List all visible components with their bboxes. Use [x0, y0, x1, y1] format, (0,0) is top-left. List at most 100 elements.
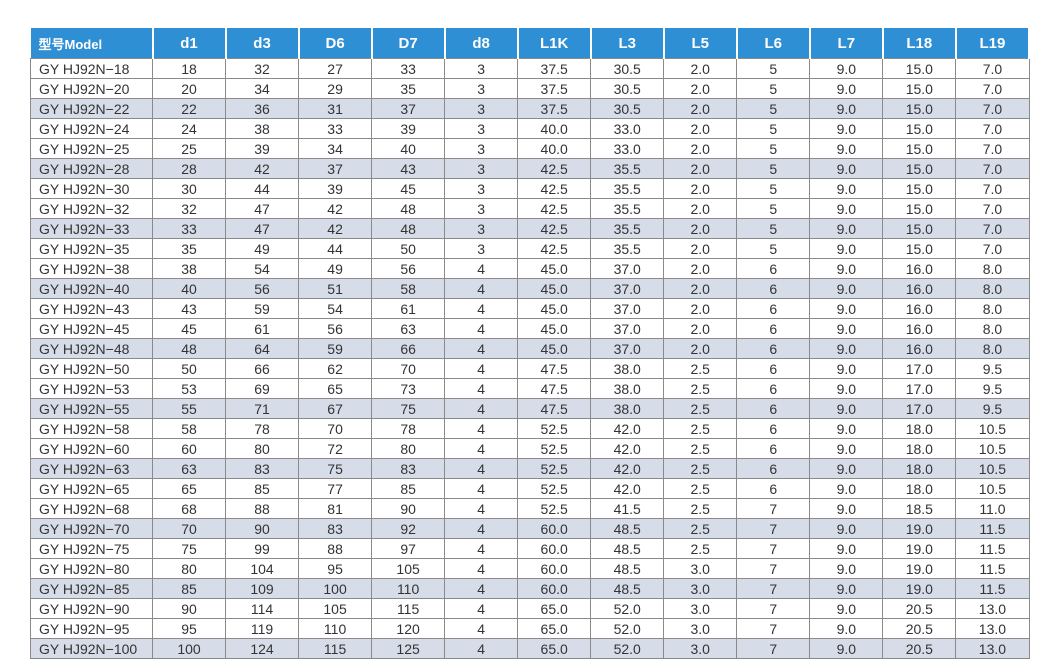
value-cell: 7.0 [955, 118, 1030, 139]
value-cell: 11.5 [955, 578, 1030, 599]
value-cell: 5 [736, 158, 811, 179]
value-cell: 90 [371, 498, 446, 519]
value-cell: 43 [371, 158, 446, 179]
value-cell: 5 [736, 218, 811, 239]
model-cell: GY HJ92N−100 [30, 638, 153, 659]
value-cell: 15.0 [882, 218, 957, 239]
value-cell: 11.5 [955, 518, 1030, 539]
value-cell: 50 [371, 238, 446, 259]
value-cell: 85 [371, 478, 446, 499]
value-cell: 40.0 [517, 138, 592, 159]
table-row: GY HJ92N−28 28 42 37 43 3 42.5 35.5 2.0 5 9.0 15.0 7… [30, 158, 1030, 179]
value-cell: 61 [371, 298, 446, 319]
value-cell: 4 [444, 438, 519, 459]
value-cell: 9.0 [809, 118, 884, 139]
value-cell: 4 [444, 478, 519, 499]
value-cell: 3.0 [663, 578, 738, 599]
value-cell: 42.0 [590, 458, 665, 479]
value-cell: 3.0 [663, 558, 738, 579]
value-cell: 9.0 [809, 478, 884, 499]
value-cell: 64 [225, 338, 300, 359]
value-cell: 62 [298, 358, 373, 379]
value-cell: 70 [371, 358, 446, 379]
header-cell: D7 [371, 28, 446, 59]
value-cell: 88 [225, 498, 300, 519]
value-cell: 48.5 [590, 518, 665, 539]
value-cell: 7.0 [955, 158, 1030, 179]
value-cell: 4 [444, 298, 519, 319]
value-cell: 41.5 [590, 498, 665, 519]
value-cell: 4 [444, 358, 519, 379]
value-cell: 19.0 [882, 538, 957, 559]
value-cell: 115 [298, 638, 373, 659]
value-cell: 2.0 [663, 318, 738, 339]
value-cell: 37.0 [590, 278, 665, 299]
value-cell: 7 [736, 598, 811, 619]
value-cell: 105 [371, 558, 446, 579]
value-cell: 100 [298, 578, 373, 599]
value-cell: 33 [371, 58, 446, 79]
value-cell: 4 [444, 558, 519, 579]
value-cell: 9.0 [809, 418, 884, 439]
value-cell: 2.0 [663, 98, 738, 119]
value-cell: 9.0 [809, 398, 884, 419]
value-cell: 16.0 [882, 318, 957, 339]
value-cell: 5 [736, 98, 811, 119]
value-cell: 60.0 [517, 518, 592, 539]
value-cell: 110 [298, 618, 373, 639]
value-cell: 3 [444, 158, 519, 179]
value-cell: 9.0 [809, 338, 884, 359]
header-row: 型号Model d1 d3 D6 D7 d8 L1K L3 L5 L6 L7 L18 L19 [30, 28, 1031, 59]
value-cell: 60.0 [517, 578, 592, 599]
value-cell: 42.0 [590, 418, 665, 439]
value-cell: 9.0 [809, 598, 884, 619]
value-cell: 9.0 [809, 218, 884, 239]
value-cell: 52.5 [517, 438, 592, 459]
value-cell: 7 [736, 638, 811, 659]
value-cell: 8.0 [955, 278, 1030, 299]
header-cell: L6 [736, 28, 811, 59]
value-cell: 9.5 [955, 358, 1030, 379]
value-cell: 3 [444, 118, 519, 139]
value-cell: 9.0 [809, 78, 884, 99]
value-cell: 33.0 [590, 118, 665, 139]
value-cell: 32 [151, 198, 227, 219]
value-cell: 9.0 [809, 558, 884, 579]
value-cell: 68 [151, 498, 227, 519]
header-cell: d8 [444, 28, 519, 59]
value-cell: 6 [736, 298, 811, 319]
value-cell: 114 [225, 598, 300, 619]
value-cell: 39 [225, 138, 300, 159]
value-cell: 9.0 [809, 258, 884, 279]
value-cell: 17.0 [882, 378, 957, 399]
value-cell: 9.0 [809, 518, 884, 539]
value-cell: 40 [151, 278, 227, 299]
value-cell: 30.5 [590, 78, 665, 99]
model-cell: GY HJ92N−75 [30, 538, 153, 559]
table-row: GY HJ92N−43 43 59 54 61 4 45.0 37.0 2.0 6 9.0 16.0 8… [30, 298, 1030, 319]
value-cell: 9.0 [809, 438, 884, 459]
table-row: GY HJ92N−70 70 90 83 92 4 60.0 48.5 2.5 7 9.0 19.0 1… [30, 518, 1030, 539]
value-cell: 10.5 [955, 438, 1030, 459]
value-cell: 2.0 [663, 238, 738, 259]
value-cell: 52.0 [590, 638, 665, 659]
table-row: GY HJ92N−45 45 61 56 63 4 45.0 37.0 2.0 6 9.0 16.0 8… [30, 318, 1030, 339]
value-cell: 105 [298, 598, 373, 619]
value-cell: 4 [444, 338, 519, 359]
value-cell: 56 [371, 258, 446, 279]
value-cell: 2.5 [663, 358, 738, 379]
value-cell: 48 [371, 218, 446, 239]
value-cell: 20.5 [882, 598, 957, 619]
value-cell: 6 [736, 358, 811, 379]
table-row: GY HJ92N−24 24 38 33 39 3 40.0 33.0 2.0 5 9.0 15.0 7… [30, 118, 1030, 139]
table-row: GY HJ92N−38 38 54 49 56 4 45.0 37.0 2.0 6 9.0 16.0 8… [30, 258, 1030, 279]
value-cell: 39 [298, 178, 373, 199]
value-cell: 4 [444, 278, 519, 299]
value-cell: 95 [298, 558, 373, 579]
value-cell: 9.0 [809, 578, 884, 599]
model-cell: GY HJ92N−68 [30, 498, 153, 519]
value-cell: 9.0 [809, 138, 884, 159]
value-cell: 83 [298, 518, 373, 539]
header-cell: L7 [809, 28, 884, 59]
table-row: GY HJ92N−63 63 83 75 83 4 52.5 42.0 2.5 6 9.0 18.0 1… [30, 458, 1030, 479]
